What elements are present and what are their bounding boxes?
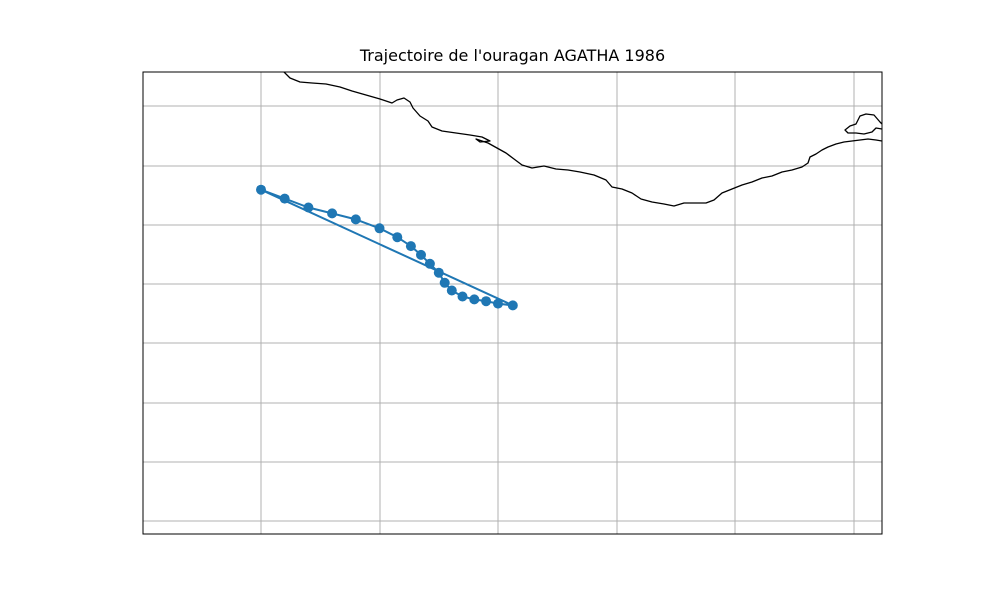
map-title: Trajectoire de l'ouragan AGATHA 1986 (359, 46, 666, 65)
track-point (327, 208, 338, 219)
track-point (303, 202, 314, 213)
track-point (481, 296, 492, 307)
track-point (279, 193, 290, 204)
track-point (374, 223, 385, 234)
track-point (469, 294, 480, 305)
track-point (392, 232, 403, 243)
gridlines (143, 72, 882, 534)
track-point (507, 300, 518, 311)
map-frame (142, 71, 883, 535)
track-point (405, 241, 416, 252)
track-point (439, 277, 450, 288)
coastline-peninsula (844, 113, 882, 135)
track-point (424, 258, 435, 269)
track-point (350, 214, 361, 225)
hurricane-track (256, 184, 518, 311)
track-line (260, 188, 514, 307)
track-point (256, 184, 266, 195)
track-point (457, 291, 468, 302)
coastline (283, 72, 882, 207)
track-point (416, 249, 426, 260)
track-point (433, 267, 444, 278)
track-point (446, 285, 457, 296)
track-point (493, 298, 503, 309)
